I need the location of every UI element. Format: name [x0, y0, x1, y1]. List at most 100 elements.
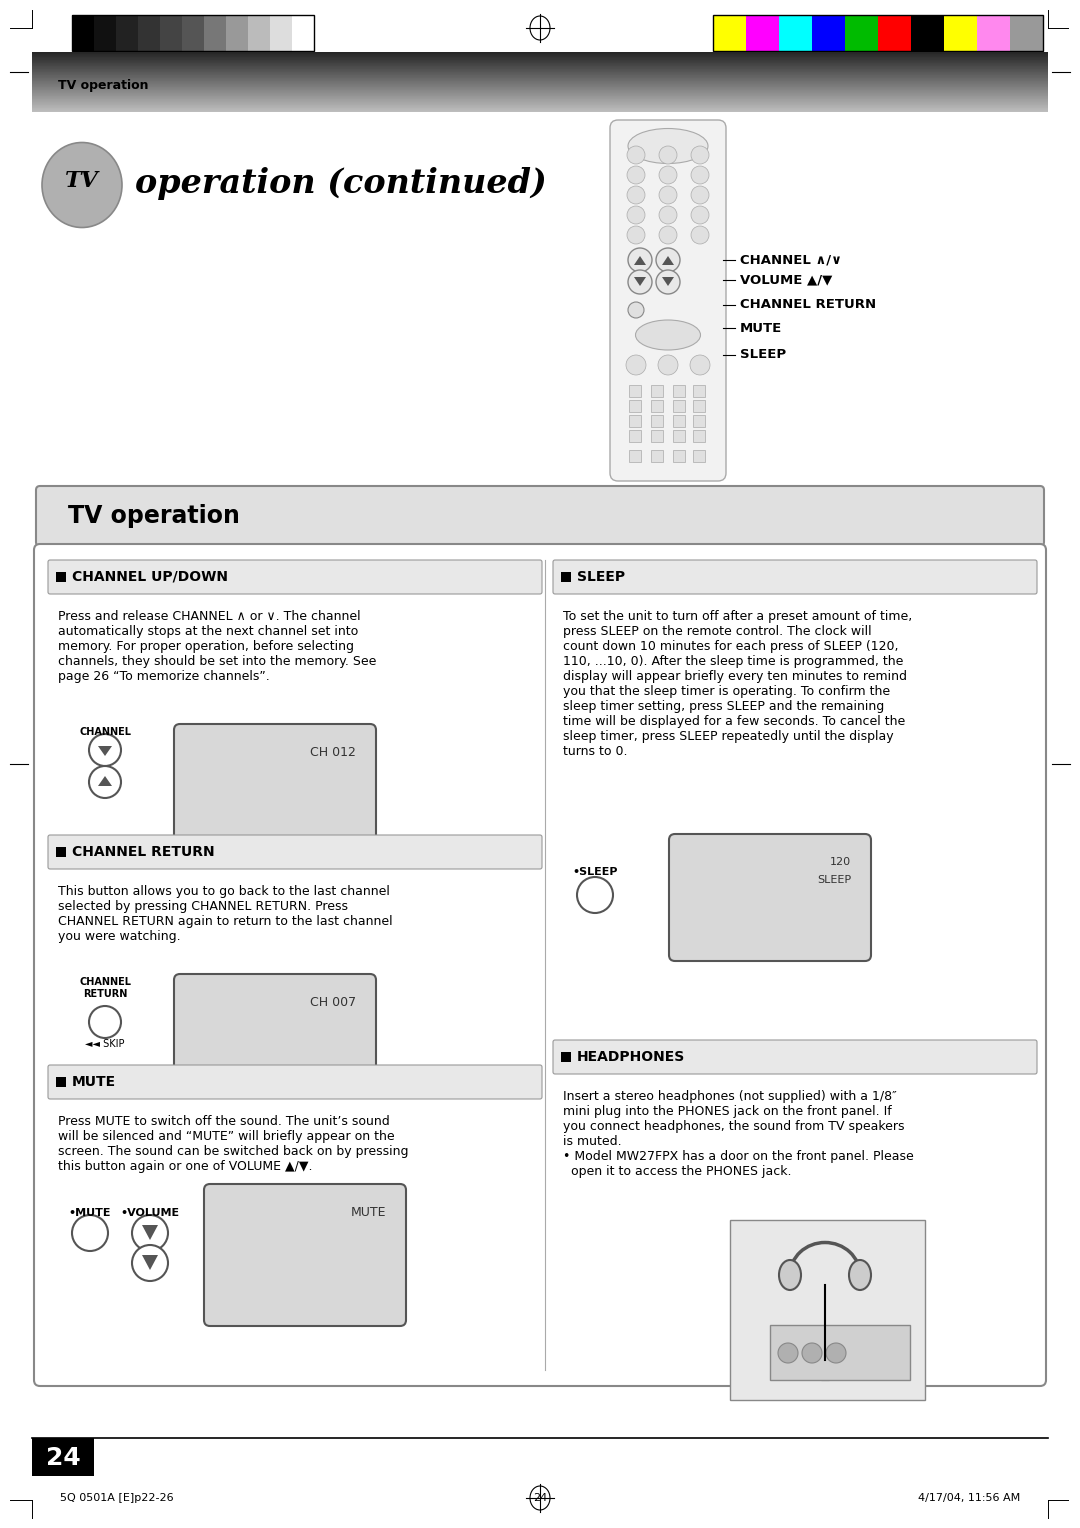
Polygon shape [98, 746, 112, 756]
Bar [561, 571, 571, 582]
FancyBboxPatch shape [553, 1041, 1037, 1074]
Bar [116, 15, 138, 50]
Circle shape [627, 186, 645, 205]
Bar [629, 429, 642, 442]
Bar [270, 15, 292, 50]
Circle shape [627, 147, 645, 163]
FancyBboxPatch shape [36, 486, 1044, 545]
Bar [713, 15, 1043, 50]
Bar [72, 15, 94, 50]
Text: CH 007: CH 007 [310, 996, 356, 1008]
Bar [944, 15, 977, 50]
Polygon shape [662, 277, 674, 286]
Circle shape [691, 147, 708, 163]
Circle shape [627, 206, 645, 225]
Bar [821, 1361, 829, 1380]
Ellipse shape [627, 128, 708, 163]
Bar [693, 429, 705, 442]
Ellipse shape [779, 1261, 801, 1290]
Circle shape [89, 733, 121, 766]
Circle shape [659, 206, 677, 225]
Bar [693, 400, 705, 413]
Bar [72, 15, 314, 50]
Circle shape [691, 186, 708, 205]
Circle shape [778, 1343, 798, 1363]
Text: •VOLUME: •VOLUME [121, 1209, 179, 1218]
Bar [651, 416, 663, 426]
Circle shape [690, 354, 710, 374]
FancyBboxPatch shape [48, 1065, 542, 1099]
Ellipse shape [42, 142, 122, 228]
Circle shape [89, 1005, 121, 1038]
FancyBboxPatch shape [669, 834, 870, 961]
Bar [693, 451, 705, 461]
Text: 4/17/04, 11:56 AM: 4/17/04, 11:56 AM [918, 1493, 1020, 1504]
Text: HEADPHONES: HEADPHONES [577, 1050, 685, 1063]
Text: •SLEEP: •SLEEP [572, 866, 618, 877]
Text: This button allows you to go back to the last channel
selected by pressing CHANN: This button allows you to go back to the… [58, 885, 393, 943]
Bar [912, 15, 944, 50]
Polygon shape [662, 257, 674, 264]
Bar [812, 15, 845, 50]
FancyBboxPatch shape [48, 834, 542, 869]
Bar [629, 451, 642, 461]
Bar [56, 1077, 66, 1086]
Text: ◄◄ SKIP: ◄◄ SKIP [85, 1039, 125, 1050]
Bar [183, 15, 204, 50]
Text: TV operation: TV operation [68, 504, 240, 529]
Bar [94, 15, 116, 50]
Circle shape [656, 248, 680, 272]
Circle shape [691, 226, 708, 244]
Text: 120: 120 [829, 857, 851, 866]
Text: CHANNEL
RETURN: CHANNEL RETURN [79, 978, 131, 999]
Ellipse shape [849, 1261, 870, 1290]
Text: SLEEP: SLEEP [816, 876, 851, 885]
Text: CHANNEL RETURN: CHANNEL RETURN [740, 298, 876, 312]
Bar [651, 400, 663, 413]
Bar [779, 15, 812, 50]
Circle shape [132, 1245, 168, 1280]
Polygon shape [98, 776, 112, 785]
Bar [845, 15, 878, 50]
Text: To set the unit to turn off after a preset amount of time,
press SLEEP on the re: To set the unit to turn off after a pres… [563, 610, 913, 758]
Circle shape [659, 226, 677, 244]
Bar [673, 416, 685, 426]
Circle shape [656, 270, 680, 293]
Circle shape [691, 167, 708, 183]
Circle shape [72, 1215, 108, 1251]
Bar [204, 15, 226, 50]
Bar [1010, 15, 1043, 50]
Bar [651, 385, 663, 397]
Bar [673, 451, 685, 461]
Circle shape [627, 167, 645, 183]
Polygon shape [141, 1254, 158, 1270]
Circle shape [691, 206, 708, 225]
Bar [226, 15, 248, 50]
Bar [673, 429, 685, 442]
Bar [673, 385, 685, 397]
Circle shape [659, 147, 677, 163]
Text: TV: TV [65, 170, 99, 193]
Bar [651, 451, 663, 461]
Text: Insert a stereo headphones (not supplied) with a 1/8″
mini plug into the PHONES : Insert a stereo headphones (not supplied… [563, 1089, 914, 1178]
Bar [561, 1051, 571, 1062]
FancyBboxPatch shape [174, 973, 376, 1096]
Text: 24: 24 [45, 1445, 80, 1470]
Text: CHANNEL: CHANNEL [79, 727, 131, 736]
Bar [32, 1438, 94, 1476]
FancyBboxPatch shape [553, 559, 1037, 594]
Circle shape [132, 1215, 168, 1251]
Bar [693, 385, 705, 397]
Bar [248, 15, 270, 50]
Bar [977, 15, 1010, 50]
Bar [629, 400, 642, 413]
Bar [746, 15, 779, 50]
Text: 5Q 0501A [E]p22-26: 5Q 0501A [E]p22-26 [60, 1493, 174, 1504]
Text: Press MUTE to switch off the sound. The unit’s sound
will be silenced and “MUTE”: Press MUTE to switch off the sound. The … [58, 1115, 408, 1174]
Ellipse shape [635, 319, 701, 350]
Text: MUTE: MUTE [351, 1206, 386, 1218]
Polygon shape [634, 277, 646, 286]
Circle shape [659, 186, 677, 205]
Text: VOLUME ▲/▼: VOLUME ▲/▼ [740, 274, 833, 287]
Bar [56, 571, 66, 582]
